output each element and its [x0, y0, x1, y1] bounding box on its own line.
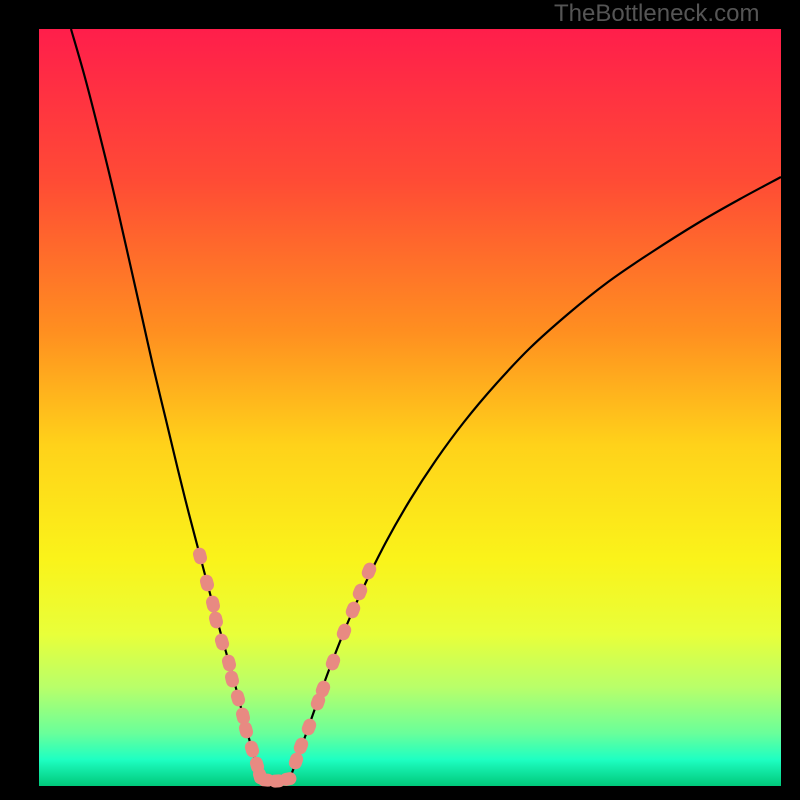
- chart-canvas: TheBottleneck.com: [0, 0, 800, 800]
- watermark-text: TheBottleneck.com: [554, 0, 759, 28]
- frame-background: [0, 0, 800, 800]
